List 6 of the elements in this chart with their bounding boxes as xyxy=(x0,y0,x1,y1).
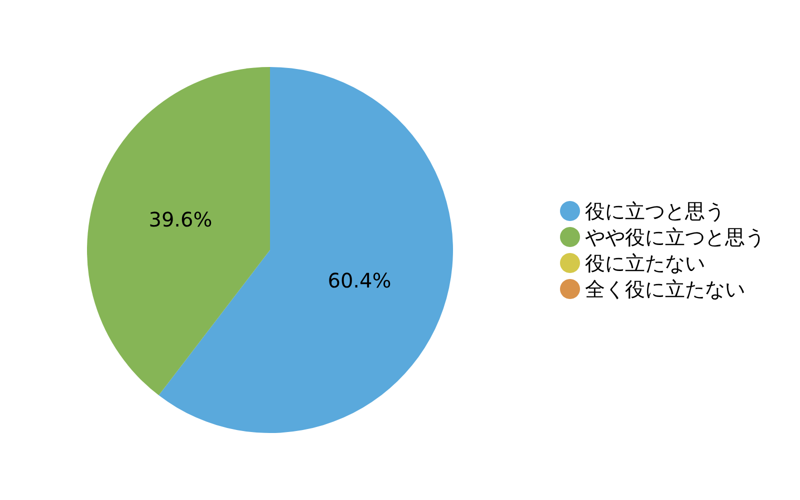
data-label: 60.4% xyxy=(328,268,392,292)
legend-label: 役に立たない xyxy=(585,251,705,275)
legend-label: 役に立つと思う xyxy=(585,199,725,223)
legend-label: 全く役に立たない xyxy=(585,277,745,301)
data-label: 39.6% xyxy=(148,208,212,232)
legend-label: やや役に立つと思う xyxy=(585,225,765,249)
